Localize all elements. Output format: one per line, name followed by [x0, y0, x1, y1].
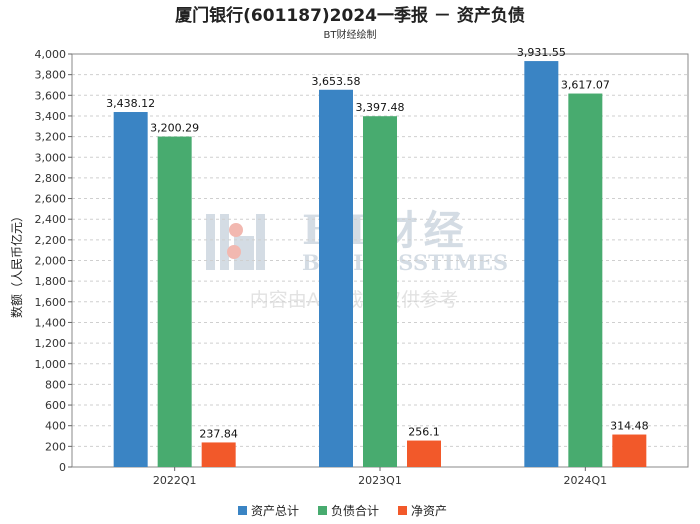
y-tick-label: 600: [45, 399, 66, 412]
bar-2-1: [157, 136, 192, 467]
y-tick-label: 3,000: [35, 151, 67, 164]
y-tick-label: 800: [45, 378, 66, 391]
y-tick-label: 1,600: [35, 296, 67, 309]
chart-title: 厦门银行(601187)2024一季报 － 资产负债: [175, 5, 525, 26]
y-tick-label: 3,400: [35, 110, 67, 123]
y-tick-label: 2,600: [35, 193, 67, 206]
watermark: BT财经 BUSINESSTIMES 内容由AI生成，仅供参考: [206, 207, 508, 311]
y-tick-label: 0: [59, 461, 66, 474]
data-label: 3,438.12: [106, 97, 155, 110]
data-label: 3,397.48: [356, 101, 405, 114]
y-tick-label: 3,200: [35, 131, 67, 144]
bar-3-2: [407, 440, 441, 467]
x-axis: 2022Q1 2023Q1 2024Q1: [153, 467, 607, 487]
legend-label-1: 资产总计: [251, 504, 299, 518]
legend-swatch-3: [398, 506, 407, 515]
legend-swatch-2: [318, 506, 327, 515]
y-tick-label: 4,000: [35, 48, 67, 61]
bar-1-2: [319, 89, 353, 467]
bars: 3,438.12 3,200.29 237.84 3,653.58 3,397.48 25…: [106, 46, 649, 468]
y-tick-label: 1,000: [35, 358, 67, 371]
bar-2-2: [363, 116, 397, 467]
x-tick-label: 2022Q1: [153, 474, 197, 487]
y-tick-label: 2,800: [35, 172, 67, 185]
legend: 资产总计 负债合计 净资产: [238, 503, 447, 518]
y-tick-label: 1,200: [35, 337, 67, 350]
bar-3-1: [201, 442, 236, 467]
data-label: 3,931.55: [517, 46, 566, 59]
data-label: 256.1: [408, 426, 440, 439]
data-label: 314.48: [610, 420, 649, 433]
y-tick-label: 3,600: [35, 89, 67, 102]
x-tick-label: 2024Q1: [564, 474, 608, 487]
bar-3-3: [612, 434, 647, 467]
y-axis: 0 200 400 600 800 1,000 1,200 1,400 1,600 1,800 2,…: [35, 48, 72, 474]
bar-1-3: [524, 61, 559, 467]
x-tick-label: 2023Q1: [358, 474, 402, 487]
data-label: 3,200.29: [150, 122, 199, 135]
y-tick-label: 2,200: [35, 234, 67, 247]
legend-swatch-1: [238, 506, 247, 515]
data-label: 237.84: [199, 427, 238, 440]
y-tick-label: 1,400: [35, 316, 67, 329]
y-tick-label: 2,000: [35, 255, 67, 268]
chart-subtitle: BT财经绘制: [324, 28, 377, 41]
watermark-logo: [206, 214, 265, 270]
y-tick-label: 3,800: [35, 69, 67, 82]
watermark-disclaimer: 内容由AI生成，仅供参考: [250, 289, 459, 311]
y-tick-label: 1,800: [35, 275, 67, 288]
y-tick-label: 400: [45, 420, 66, 433]
legend-label-3: 净资产: [411, 504, 447, 518]
y-tick-label: 2,400: [35, 213, 67, 226]
bar-2-3: [568, 93, 603, 467]
data-label: 3,617.07: [561, 79, 610, 92]
legend-label-2: 负债合计: [331, 503, 379, 518]
data-label: 3,653.58: [312, 75, 361, 88]
bar-1-1: [113, 112, 148, 468]
y-axis-label: 数额（人民币亿元）: [9, 210, 24, 318]
y-tick-label: 200: [45, 440, 66, 453]
